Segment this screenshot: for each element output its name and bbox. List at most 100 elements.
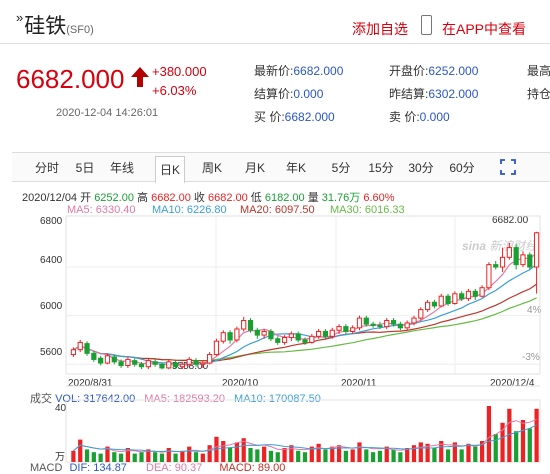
volume-bar xyxy=(384,446,389,462)
quote-field-6: 买 价:6682.000 xyxy=(254,108,335,125)
volume-bar xyxy=(371,452,376,462)
candle-body xyxy=(336,326,342,331)
tab-3[interactable]: 日K xyxy=(155,156,185,183)
volume-bar xyxy=(439,441,444,462)
candle-body xyxy=(241,320,247,330)
y-tick-6400: 6400 xyxy=(40,255,63,266)
volume-bar xyxy=(166,448,171,462)
ma30-line xyxy=(73,297,537,362)
candle-body xyxy=(200,362,206,365)
ma10-line xyxy=(73,263,537,365)
tab-2[interactable]: 年线 xyxy=(109,161,134,175)
tab-0[interactable]: 分时 xyxy=(34,161,59,175)
ma30-legend: MA30: 6016.33 xyxy=(330,204,405,216)
field-label: 开盘价: xyxy=(389,64,429,78)
y-tick-5600: 5600 xyxy=(40,347,63,358)
qt-vol: 31.76万 xyxy=(321,192,361,204)
volume-bar xyxy=(514,431,519,462)
tab-5[interactable]: 月K xyxy=(244,161,265,175)
candle-body xyxy=(533,232,540,268)
view-in-app-button[interactable]: 在APP中查看 xyxy=(442,21,527,37)
quote-field-0: 最新价:6682.000 xyxy=(254,62,343,79)
candle-body xyxy=(472,290,478,297)
volume-bar xyxy=(187,446,192,462)
pct-tick-4: 4% xyxy=(527,305,542,316)
volume-bar xyxy=(105,446,110,462)
quote-field-2: 最高 xyxy=(527,62,550,79)
candle-body xyxy=(227,332,233,341)
tab-4[interactable]: 周K xyxy=(201,161,222,175)
field-label: 卖 价: xyxy=(389,110,420,124)
volume-bar xyxy=(118,453,124,462)
quote-field-5: 持仓 xyxy=(527,85,550,102)
qt-open-label: 开 xyxy=(80,192,92,204)
field-value: 6302.000 xyxy=(428,87,479,101)
candle-body xyxy=(316,330,322,337)
volume-bar xyxy=(146,449,151,462)
volume-bar xyxy=(268,450,274,462)
tab-9[interactable]: 30分 xyxy=(408,161,434,175)
tab-10[interactable]: 60分 xyxy=(449,161,475,175)
volume-bar xyxy=(227,448,233,462)
volume-bar xyxy=(207,445,212,462)
qt-close-label: 收 xyxy=(193,192,205,204)
candle-body xyxy=(377,324,383,328)
x-label-1: 2020/10 xyxy=(222,378,259,389)
volume-bar xyxy=(221,441,226,462)
candle-body xyxy=(350,327,356,332)
add-favorite-button[interactable]: 添加自选 xyxy=(352,21,408,37)
volume-bar xyxy=(255,449,260,462)
volume-bar xyxy=(336,445,342,462)
candle-body xyxy=(363,317,369,325)
phone-icon[interactable] xyxy=(421,15,432,35)
field-label: 最新价: xyxy=(254,64,294,78)
tab-8[interactable]: 15分 xyxy=(368,161,394,175)
volume-bar xyxy=(411,445,417,462)
field-value: 6682.000 xyxy=(293,64,344,78)
tab-1[interactable]: 5日 xyxy=(75,161,95,175)
volume-bar xyxy=(391,449,396,462)
candle-body xyxy=(111,356,117,363)
volume-bar xyxy=(262,446,267,462)
field-label: 最高 xyxy=(527,64,550,78)
macd-dea: DEA: 90.37 xyxy=(146,462,203,474)
candle-body xyxy=(479,287,485,297)
vol-ma5: MA5: 182593.20 xyxy=(144,393,225,405)
volume-bar xyxy=(241,438,246,462)
candle-body xyxy=(118,361,124,366)
tab-6[interactable]: 年K xyxy=(285,161,306,175)
quote-field-4: 昨结算:6302.000 xyxy=(389,85,478,102)
change-percent: +6.03% xyxy=(152,83,197,98)
change-amount: +380.000 xyxy=(152,64,207,79)
volume-bar xyxy=(125,448,131,462)
candle-body xyxy=(132,360,138,365)
candle-body xyxy=(384,320,390,328)
candle-body xyxy=(411,317,417,324)
candle-body xyxy=(104,355,111,364)
candle-body xyxy=(424,301,431,311)
volume-bar xyxy=(98,453,103,462)
qt-date: 2020/12/04 xyxy=(22,192,78,204)
ma5-legend: MA5: 6330.40 xyxy=(67,204,136,216)
volume-bar xyxy=(282,448,287,462)
volume-bar xyxy=(398,452,403,462)
qt-high-label: 高 xyxy=(137,192,149,204)
y-tick-6000: 6000 xyxy=(40,301,63,312)
x-label-0: 2020/8/31 xyxy=(68,378,113,389)
tab-7[interactable]: 5分 xyxy=(331,161,351,175)
x-label-2: 2020/11 xyxy=(341,378,377,389)
ma5-line xyxy=(73,252,537,366)
up-arrow-icon xyxy=(131,67,149,87)
volume-bar xyxy=(452,442,457,462)
volume-bar xyxy=(330,446,335,462)
volume-bar xyxy=(493,434,498,462)
period-tabs: 分时 5日 年线 日K 周K 月K 年K 5分 15分 30分 60分 xyxy=(12,152,550,183)
watermark: sina 新浪财经 xyxy=(462,239,538,253)
volume-bar xyxy=(343,450,348,462)
candle-body xyxy=(125,358,131,366)
candle-body xyxy=(70,349,77,356)
fullscreen-icon[interactable] xyxy=(500,159,516,175)
field-value: 6252.000 xyxy=(428,64,479,78)
volume-bar xyxy=(234,442,239,462)
